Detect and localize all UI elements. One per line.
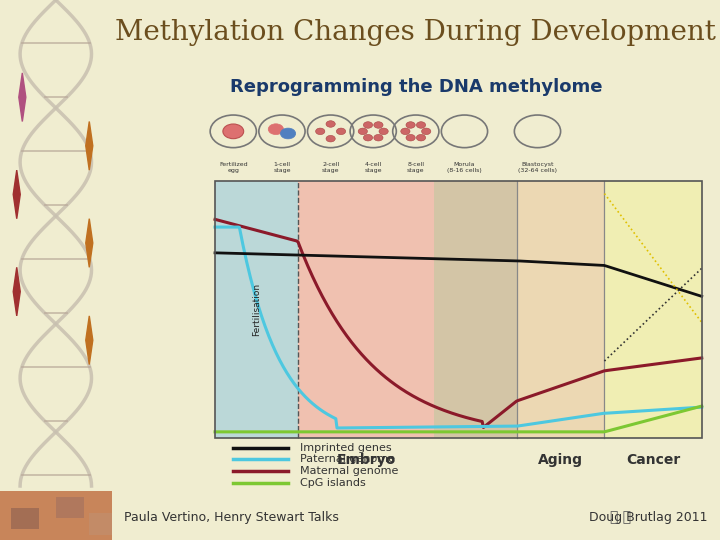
Text: Reprogramming the DNA methylome: Reprogramming the DNA methylome [230, 78, 602, 96]
Bar [298, 181, 517, 438]
Circle shape [364, 134, 373, 141]
Polygon shape [13, 170, 20, 219]
Circle shape [406, 134, 415, 141]
Text: Paula Vertino, Henry Stewart Talks: Paula Vertino, Henry Stewart Talks [124, 510, 338, 524]
Text: Methylation Changes During Development: Methylation Changes During Development [115, 19, 716, 46]
Circle shape [416, 122, 426, 128]
Text: 2-cell
stage: 2-cell stage [322, 162, 339, 173]
Text: Imprinted genes: Imprinted genes [300, 443, 392, 453]
Circle shape [358, 128, 367, 134]
Circle shape [336, 128, 346, 134]
Text: Ⓒ Ⓢ: Ⓒ Ⓢ [611, 510, 631, 524]
Circle shape [280, 128, 296, 139]
Bar [215, 181, 298, 438]
Bar [517, 181, 604, 438]
Polygon shape [86, 316, 93, 364]
Text: Blastocyst
(32-64 cells): Blastocyst (32-64 cells) [518, 162, 557, 173]
Text: Paternal genome: Paternal genome [300, 454, 395, 464]
Circle shape [416, 134, 426, 141]
Circle shape [374, 134, 383, 141]
Text: Fertilized
egg: Fertilized egg [219, 162, 248, 173]
Text: Embryo: Embryo [336, 453, 395, 467]
Circle shape [269, 124, 284, 134]
Circle shape [223, 124, 243, 139]
Bar [604, 181, 702, 438]
Polygon shape [19, 73, 26, 122]
Bar [56, 497, 84, 518]
Text: Aging: Aging [538, 453, 583, 467]
Text: Doug Brutlag 2011: Doug Brutlag 2011 [590, 510, 708, 524]
Polygon shape [13, 267, 20, 316]
Circle shape [326, 136, 336, 142]
Bar [12, 508, 39, 529]
Text: 1-cell
stage: 1-cell stage [273, 162, 291, 173]
Circle shape [326, 121, 336, 127]
Circle shape [401, 128, 410, 134]
Circle shape [364, 122, 373, 128]
Bar [215, 181, 702, 438]
Circle shape [422, 128, 431, 134]
Circle shape [379, 128, 388, 134]
Text: Morula
(8-16 cells): Morula (8-16 cells) [447, 162, 482, 173]
Bar [434, 181, 517, 438]
Text: Cancer: Cancer [626, 453, 680, 467]
Polygon shape [86, 122, 93, 170]
Polygon shape [86, 219, 93, 267]
Text: 8-cell
stage: 8-cell stage [407, 162, 425, 173]
Circle shape [374, 122, 383, 128]
Text: Fertilisation: Fertilisation [252, 283, 261, 336]
Bar [0, 491, 112, 540]
Circle shape [406, 122, 415, 128]
Text: Maternal genome: Maternal genome [300, 466, 399, 476]
Circle shape [315, 128, 325, 134]
Text: 4-cell
stage: 4-cell stage [364, 162, 382, 173]
Bar [89, 513, 117, 535]
Text: CpG islands: CpG islands [300, 477, 366, 488]
